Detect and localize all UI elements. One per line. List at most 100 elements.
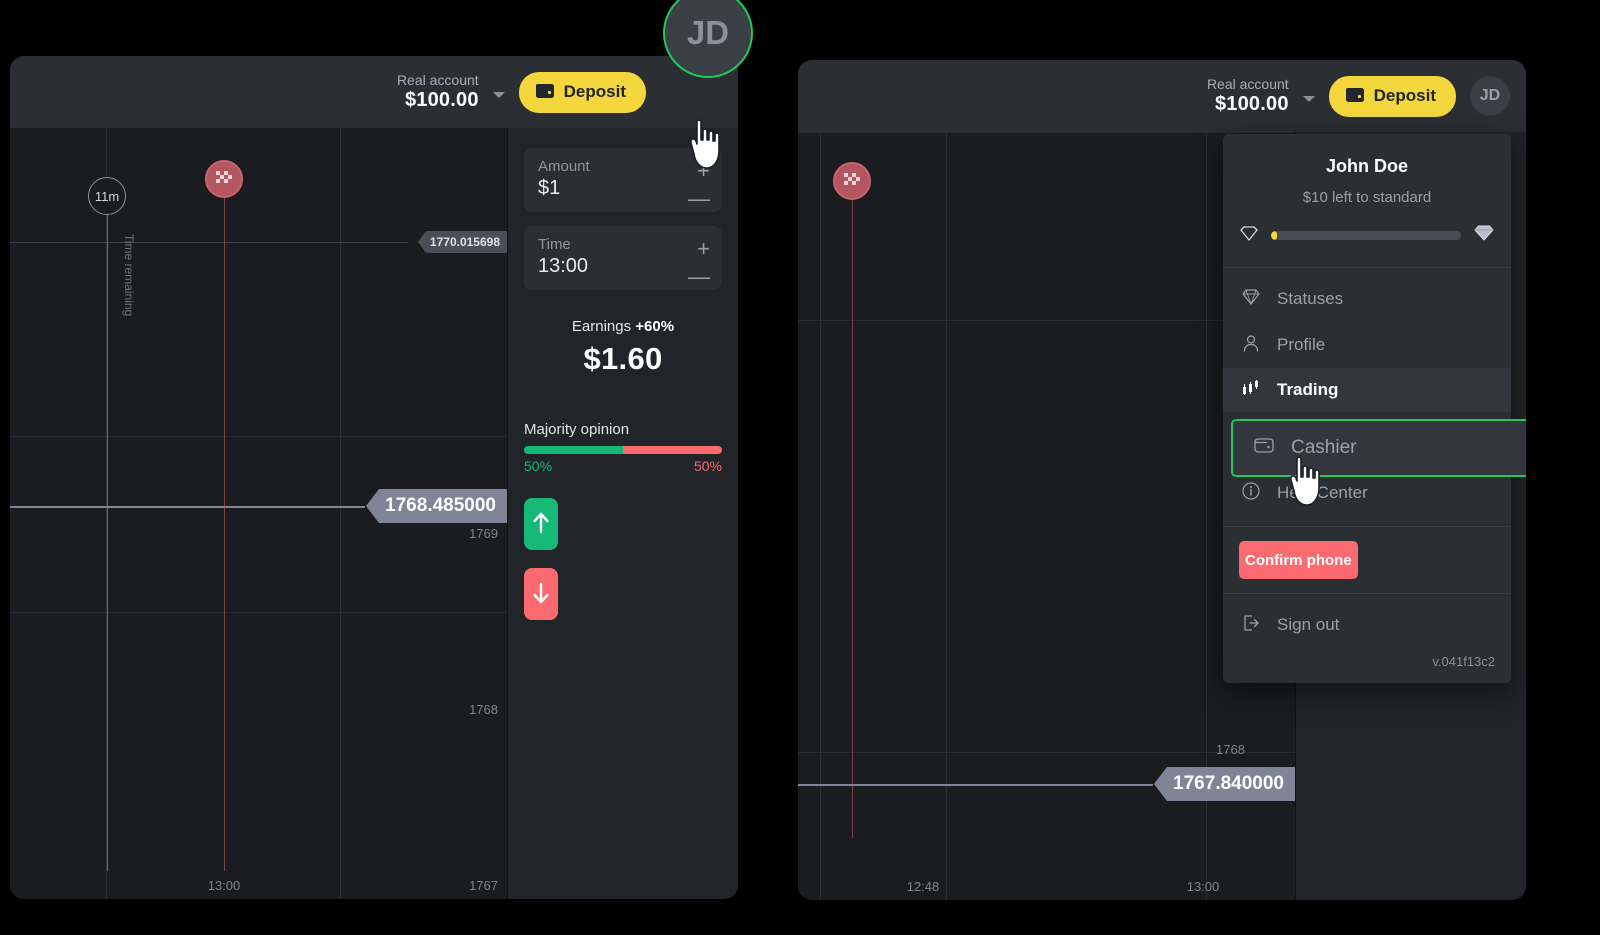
earnings-amount: $1.60: [583, 341, 663, 376]
user-menu-dropdown: John Doe $10 left to standard Statuses: [1223, 134, 1526, 683]
majority-up-segment: [524, 446, 623, 454]
buy-up-button[interactable]: [524, 498, 558, 550]
diamond-outline-icon: [1239, 225, 1259, 247]
menu-item-profile[interactable]: Profile: [1223, 322, 1511, 368]
checkered-flag-icon: [844, 172, 860, 191]
chart-gridline-h: [10, 612, 508, 613]
expiration-line: [224, 188, 225, 871]
current-price-line: [10, 506, 365, 508]
checkered-flag-icon: [216, 170, 232, 189]
current-price-tag: 1767.840000: [1154, 767, 1296, 801]
earnings-label: Earnings: [571, 318, 632, 335]
majority-up-percent: 50%: [524, 458, 553, 474]
time-decrease-button[interactable]: —: [688, 264, 710, 289]
menu-item-label: Statuses: [1277, 289, 1344, 308]
wallet-icon: [1345, 85, 1365, 108]
current-price-tag: 1768.485000: [366, 489, 508, 523]
user-status-subtitle: $10 left to standard: [1302, 189, 1432, 206]
chart-gridline-v: [820, 132, 821, 900]
status-progress: [1223, 206, 1511, 267]
amount-increase-button[interactable]: +: [697, 158, 710, 183]
menu-item-cashier-highlighted[interactable]: Cashier: [1231, 419, 1526, 477]
menu-divider: [1223, 593, 1511, 594]
menu-item-statuses[interactable]: Statuses: [1223, 276, 1511, 322]
quote-tag: 1770.015698: [417, 231, 508, 253]
amount-label: Amount: [538, 158, 590, 175]
diamond-icon: [1241, 288, 1261, 311]
wallet-icon: [1253, 435, 1275, 461]
majority-opinion-bar: [524, 446, 722, 454]
majority-down-segment: [623, 446, 722, 454]
chart-gridline-v: [340, 128, 341, 899]
person-icon: [1241, 333, 1261, 358]
right-app-window: Real account $100.00 Deposit JD 1768: [798, 60, 1526, 900]
amount-decrease-button[interactable]: —: [688, 186, 710, 211]
chart-gridline-h: [798, 320, 1296, 321]
expiration-marker-icon[interactable]: [833, 162, 871, 200]
menu-item-label: Trading: [1277, 380, 1339, 399]
left-app-window: Real account $100.00 Deposit 1770.015698…: [10, 56, 738, 899]
timer-badge[interactable]: 11m: [88, 177, 126, 215]
up-arrow-icon: [530, 511, 552, 538]
wallet-icon: [535, 81, 555, 104]
sign-out-icon: [1241, 613, 1261, 638]
left-chart-area[interactable]: 1770.015698 1769 1768 1767 11m Time rema…: [10, 128, 508, 899]
amount-value: $1: [538, 177, 561, 199]
info-icon: [1241, 481, 1261, 506]
earnings-percent: +60%: [635, 318, 675, 335]
account-type-label: Real account: [1206, 76, 1289, 93]
menu-divider: [1223, 526, 1511, 527]
y-tick-label: 1769: [469, 526, 498, 541]
amount-field[interactable]: Amount $1 + —: [524, 148, 722, 212]
buy-down-button[interactable]: [524, 568, 558, 620]
trade-panel: Amount $1 + — Time 13:00 + — Earnings +6…: [507, 128, 738, 899]
menu-item-sign-out[interactable]: Sign out: [1223, 602, 1511, 648]
chart-gridline-h: [10, 436, 508, 437]
avatar-highlighted[interactable]: JD: [663, 0, 753, 78]
chevron-down-icon[interactable]: [1302, 96, 1315, 102]
deposit-button[interactable]: Deposit: [518, 71, 646, 113]
account-selector[interactable]: Real account $100.00: [1206, 76, 1289, 115]
x-tick-label: 13:00: [207, 878, 241, 893]
time-value: 13:00: [538, 255, 589, 277]
account-selector[interactable]: Real account $100.00: [397, 72, 479, 111]
time-field[interactable]: Time 13:00 + —: [524, 226, 722, 290]
x-tick-label: 12:48: [906, 879, 940, 894]
status-progress-fill: [1271, 231, 1277, 240]
candlestick-icon: [1241, 379, 1261, 402]
y-tick-label: 1768: [469, 702, 498, 717]
time-increase-button[interactable]: +: [697, 236, 710, 261]
y-tick-label: 1768: [1216, 742, 1245, 757]
status-progress-track: [1271, 231, 1461, 240]
menu-item-label: Sign out: [1277, 615, 1340, 634]
menu-item-label: Cashier: [1291, 437, 1357, 458]
confirm-phone-button[interactable]: Confirm phone: [1239, 541, 1358, 579]
chart-gridline-v: [946, 132, 947, 900]
account-balance: $100.00: [404, 88, 479, 111]
left-header: Real account $100.00 Deposit: [10, 56, 738, 128]
right-header: Real account $100.00 Deposit JD: [798, 60, 1526, 132]
menu-item-label: Profile: [1277, 335, 1326, 354]
timer-line: [107, 213, 108, 871]
deposit-label: Deposit: [1373, 86, 1436, 105]
right-chart-area[interactable]: 1768 1767.840000 12:48 13:00: [798, 132, 1296, 900]
chart-gridline-h: [798, 132, 1296, 133]
deposit-label: Deposit: [563, 82, 626, 101]
chart-gridline-h: [798, 752, 1296, 753]
time-remaining-label: Time remaining: [122, 234, 136, 317]
majority-percent-row: 50% 50%: [524, 458, 722, 474]
chevron-down-icon[interactable]: [492, 92, 505, 98]
menu-divider: [1223, 267, 1511, 268]
menu-item-label: Help Center: [1277, 483, 1368, 502]
majority-down-percent: 50%: [693, 458, 722, 474]
expiration-marker-icon[interactable]: [205, 160, 243, 198]
menu-item-trading[interactable]: Trading: [1223, 368, 1511, 412]
chart-gridline-v: [106, 128, 107, 899]
deposit-button[interactable]: Deposit: [1328, 75, 1456, 117]
account-balance: $100.00: [1214, 92, 1289, 115]
current-price-line: [798, 784, 1153, 786]
down-arrow-icon: [530, 581, 552, 608]
earnings-row: Earnings +60%: [508, 318, 738, 335]
avatar[interactable]: JD: [1470, 76, 1510, 116]
